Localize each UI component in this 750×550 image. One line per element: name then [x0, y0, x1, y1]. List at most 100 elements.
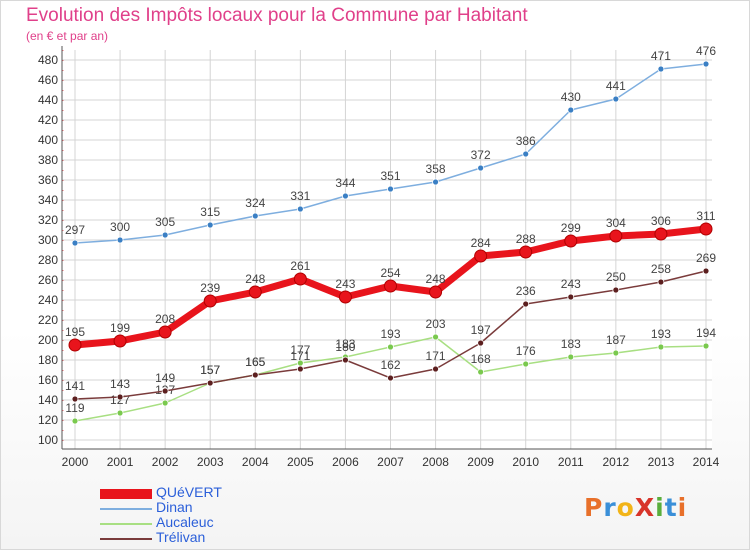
data-label: 248	[245, 272, 265, 286]
data-label: 119	[65, 401, 84, 415]
data-point	[567, 106, 575, 114]
data-label: 199	[110, 321, 130, 335]
y-tick-label: 380	[38, 153, 58, 167]
data-label: 187	[606, 333, 626, 347]
data-point	[612, 286, 620, 294]
y-tick-label: 340	[38, 193, 58, 207]
data-point	[477, 339, 485, 347]
data-label: 248	[426, 272, 446, 286]
logo-letter: i	[677, 493, 688, 522]
y-tick-label: 400	[38, 133, 58, 147]
data-label: 157	[200, 363, 220, 377]
data-label: 254	[380, 266, 400, 280]
data-point	[612, 349, 620, 357]
data-label: 165	[245, 355, 265, 369]
data-label: 261	[290, 259, 310, 273]
data-point	[429, 285, 443, 299]
data-label: 351	[380, 169, 400, 183]
data-point	[116, 236, 124, 244]
x-tick-label: 2002	[152, 455, 179, 469]
y-tick-label: 160	[38, 373, 58, 387]
x-tick-label: 2009	[467, 455, 494, 469]
data-point	[657, 278, 665, 286]
x-tick-label: 2006	[332, 455, 359, 469]
logo-letter: X	[634, 493, 656, 522]
data-point	[702, 342, 710, 350]
legend-label: Dinan	[156, 499, 193, 515]
data-point	[564, 234, 578, 248]
x-tick-label: 2013	[648, 455, 675, 469]
data-label: 344	[335, 176, 355, 190]
x-tick-label: 2001	[107, 455, 134, 469]
data-label: 372	[471, 148, 491, 162]
data-label: 149	[155, 371, 175, 385]
chart-subtitle: (en € et par an)	[26, 29, 109, 43]
data-point	[522, 150, 530, 158]
data-point	[338, 290, 352, 304]
data-point	[432, 178, 439, 186]
data-point	[71, 239, 79, 247]
data-point	[474, 249, 488, 263]
data-point	[161, 231, 169, 239]
data-label: 157	[200, 363, 220, 377]
data-point	[477, 164, 485, 172]
x-tick-label: 2010	[512, 455, 539, 469]
data-point	[116, 409, 124, 417]
data-label: 239	[200, 281, 220, 295]
chart-title: Evolution des Impôts locaux pour la Comm…	[26, 5, 528, 26]
data-point	[609, 229, 623, 243]
data-label: 176	[516, 344, 536, 358]
data-point	[384, 279, 397, 293]
data-point	[251, 371, 259, 379]
logo-letter: i	[655, 493, 665, 522]
data-label: 171	[426, 349, 446, 363]
data-point	[699, 222, 713, 236]
x-tick-label: 2003	[197, 455, 224, 469]
data-point	[702, 60, 710, 68]
data-point	[519, 245, 533, 259]
x-tick-label: 2007	[377, 455, 404, 469]
data-label: 311	[696, 209, 715, 223]
x-tick-label: 2000	[62, 455, 89, 469]
data-label: 236	[516, 284, 536, 298]
data-point	[158, 325, 172, 339]
legend-swatch	[100, 538, 152, 540]
data-point	[657, 343, 665, 351]
data-point	[248, 285, 262, 299]
data-point	[116, 393, 124, 401]
data-label: 243	[335, 277, 355, 291]
data-point	[612, 95, 620, 103]
x-tick-label: 2008	[422, 455, 449, 469]
data-label: 177	[290, 343, 310, 357]
y-tick-label: 300	[38, 233, 58, 247]
data-label: 258	[651, 262, 671, 276]
data-label: 168	[471, 352, 491, 366]
data-point	[432, 333, 439, 341]
data-point	[206, 221, 214, 229]
data-point	[387, 343, 394, 351]
data-point	[522, 360, 530, 368]
data-label: 358	[426, 162, 446, 176]
y-tick-label: 440	[38, 93, 58, 107]
logo-letter: r	[603, 493, 617, 522]
data-label: 171	[290, 349, 310, 363]
logo-letter: o	[616, 493, 635, 522]
x-tick-label: 2014	[693, 455, 720, 469]
data-point	[293, 272, 307, 286]
data-label: 269	[696, 251, 716, 265]
data-point	[68, 338, 82, 352]
data-label: 183	[561, 337, 581, 351]
logo-letter: t	[664, 493, 678, 522]
data-label: 306	[651, 214, 671, 228]
x-tick-label: 2005	[287, 455, 314, 469]
data-point	[206, 379, 214, 387]
data-label: 165	[245, 355, 265, 369]
data-label: 243	[561, 277, 581, 291]
data-label: 304	[606, 216, 626, 230]
legend-label: Trélivan	[156, 529, 206, 545]
data-point	[477, 368, 485, 376]
data-point	[702, 267, 710, 275]
data-label: 197	[471, 323, 491, 337]
data-point	[342, 192, 349, 200]
y-tick-label: 240	[38, 293, 58, 307]
